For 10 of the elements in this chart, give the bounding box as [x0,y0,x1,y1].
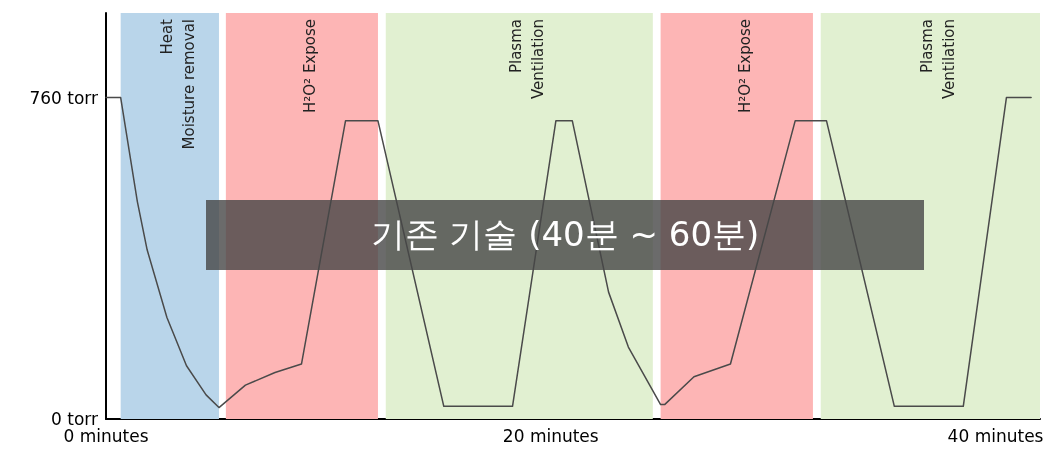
band-label: H²O² Expose [735,19,754,113]
annotation: 기존 기술 (40분 ~ 60분) [370,213,760,256]
band-label: H²O² Expose [300,19,319,113]
x-tick-label: 40 minutes [947,425,1044,446]
band-label: Heat Moisture removal [157,18,198,150]
band-label: Plasma Ventilation [918,19,959,99]
x-tick-label: 20 minutes [502,425,599,446]
band-label: Plasma Ventilation [507,19,548,99]
y-tick-label: 760 torr [29,87,98,108]
caption-box: 기존 기술 (40분 ~ 60분) [206,200,924,270]
